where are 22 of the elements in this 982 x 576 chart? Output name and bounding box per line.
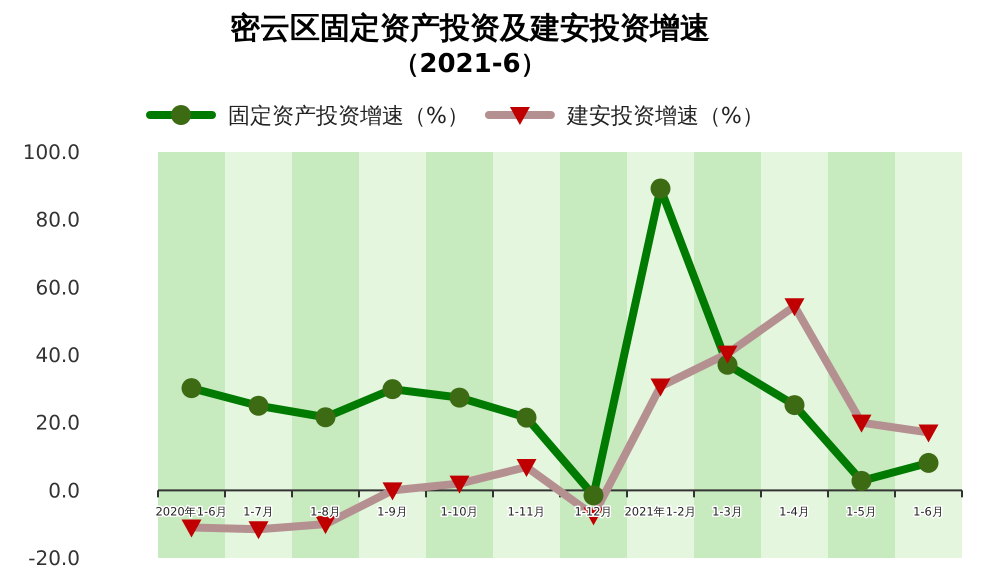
x-tick-label: 2021年1-2月 (624, 504, 697, 518)
legend-label: 固定资产投资增速（%） (228, 104, 469, 129)
y-tick-label: 80.0 (35, 208, 80, 232)
x-tick-label: 1-6月 (913, 504, 944, 518)
chart-title: 密云区固定资产投资及建安投资增速 (230, 11, 710, 46)
x-tick-label: 1-3月 (712, 504, 743, 518)
x-tick-label: 1-10月 (440, 504, 479, 518)
x-tick-label: 1-7月 (243, 504, 274, 518)
legend-label: 建安投资增速（%） (566, 104, 764, 129)
x-tick-label: 1-4月 (779, 504, 810, 518)
y-tick-label: 20.0 (35, 410, 80, 435)
chart-subtitle: （2021-6） (393, 49, 547, 79)
y-tick-label: 60.0 (35, 275, 80, 300)
y-tick-label: -20.0 (28, 546, 80, 570)
y-tick-label: 40.0 (35, 343, 80, 367)
y-tick-label: 0.0 (48, 478, 80, 502)
x-tick-label: 1-8月 (310, 504, 341, 518)
x-tick-label: 2020年1-6月 (155, 504, 228, 518)
x-tick-label: 1-11月 (507, 504, 546, 518)
x-tick-label: 1-5月 (846, 504, 877, 518)
x-tick-label: 1-9月 (377, 504, 408, 518)
y-tick-label: 100.0 (22, 140, 80, 164)
